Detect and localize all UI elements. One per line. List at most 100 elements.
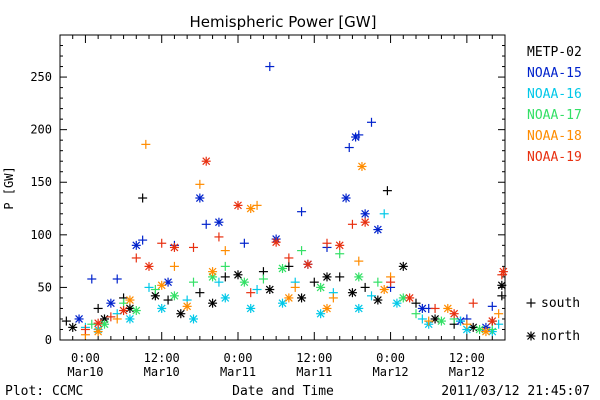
- south-point: [201, 219, 211, 229]
- south-point: [169, 261, 179, 271]
- north-point: [157, 280, 167, 290]
- south-point: [335, 272, 345, 282]
- south-point: [138, 193, 148, 203]
- north-point: [100, 319, 109, 329]
- y-tick-label: 50: [38, 280, 52, 294]
- south-point: [195, 288, 205, 298]
- north-point: [354, 272, 364, 282]
- south-point: [354, 256, 364, 266]
- south-point: [284, 253, 294, 263]
- y-tick-label: 200: [30, 123, 52, 137]
- north-point: [278, 298, 287, 308]
- south-point: [417, 314, 427, 324]
- north-point: [497, 280, 507, 290]
- y-tick-label: 0: [45, 333, 52, 347]
- south-point: [462, 319, 472, 329]
- south-point: [468, 298, 478, 308]
- chart-title: Hemispheric Power [GW]: [190, 13, 377, 31]
- north-point: [487, 316, 497, 326]
- north-point: [475, 324, 485, 334]
- north-point: [169, 291, 179, 301]
- south-point: [252, 285, 262, 295]
- north-point: [405, 293, 415, 303]
- south-point: [112, 274, 122, 284]
- south-point: [322, 238, 332, 248]
- south-point: [344, 143, 354, 153]
- x-tick-label-date: Mar12: [373, 365, 409, 379]
- north-point: [93, 318, 103, 328]
- north-point: [68, 322, 78, 332]
- x-tick-label-date: Mar10: [67, 365, 103, 379]
- south-point: [411, 309, 421, 319]
- north-point: [106, 298, 116, 308]
- north-point: [373, 225, 383, 235]
- south-point: [290, 282, 300, 292]
- north-point: [316, 309, 326, 319]
- north-point: [417, 303, 427, 313]
- x-tick-label-date: Mar11: [220, 365, 256, 379]
- series-noaa-15: [74, 62, 497, 332]
- legend: METP-02 NOAA-15 NOAA-16 NOAA-17 NOAA-18 NOAA-…: [527, 45, 582, 165]
- north-point: [208, 298, 218, 308]
- north-point: [297, 293, 307, 303]
- south-point: [246, 288, 256, 298]
- north-point: [341, 193, 351, 203]
- north-point: [335, 240, 345, 250]
- south-point: [189, 242, 198, 252]
- south-point: [347, 219, 357, 229]
- south-point: [220, 272, 230, 282]
- north-point: [498, 267, 508, 277]
- south-point: [284, 261, 294, 271]
- north-point: [449, 309, 459, 319]
- north-point: [182, 301, 192, 311]
- y-axis: 0 50 100 150 200 250: [30, 45, 505, 347]
- north-point: [373, 295, 383, 305]
- north-point: [176, 309, 186, 319]
- north-point: [271, 237, 281, 247]
- south-point: [494, 309, 504, 319]
- series-noaa-18: [80, 139, 504, 340]
- south-point: [106, 312, 116, 322]
- north-point: [150, 291, 160, 301]
- south-point: [93, 303, 103, 313]
- north-point: [157, 303, 167, 313]
- south-point: [487, 301, 497, 311]
- north-point: [233, 200, 243, 210]
- y-axis-label: P [GW]: [2, 166, 16, 209]
- plot-frame: [59, 34, 506, 341]
- south-point: [297, 207, 307, 217]
- marker-key-label: south: [541, 296, 580, 311]
- north-point: [246, 204, 256, 214]
- south-point: [214, 232, 224, 242]
- south-point: [87, 319, 97, 329]
- south-point: [131, 253, 141, 263]
- south-point: [220, 246, 230, 256]
- south-point: [335, 249, 345, 259]
- south-point: [297, 246, 307, 256]
- x-tick-label-time: 0:00: [376, 351, 405, 365]
- north-point: [278, 263, 287, 273]
- south-point: [386, 277, 396, 287]
- north-point: [443, 303, 453, 313]
- legend-entry: NOAA-18: [527, 129, 582, 144]
- y-tick-label: 100: [30, 228, 52, 242]
- north-point: [239, 277, 249, 287]
- north-point: [430, 314, 440, 324]
- north-point: [131, 306, 141, 316]
- north-point: [74, 314, 84, 324]
- south-point: [360, 282, 370, 292]
- south-point: [157, 238, 167, 248]
- plot-credit: Plot: CCMC: [5, 384, 83, 399]
- south-point: [379, 209, 389, 219]
- south-point: [309, 277, 319, 287]
- x-axis-label: Date and Time: [232, 384, 334, 399]
- north-point: [119, 306, 129, 316]
- south-point: [214, 277, 224, 287]
- north-point: [93, 327, 103, 337]
- north-point: [392, 298, 402, 308]
- legend-entry: NOAA-17: [527, 108, 582, 123]
- north-point: [265, 285, 275, 295]
- north-point: [360, 217, 370, 227]
- south-point: [367, 117, 376, 127]
